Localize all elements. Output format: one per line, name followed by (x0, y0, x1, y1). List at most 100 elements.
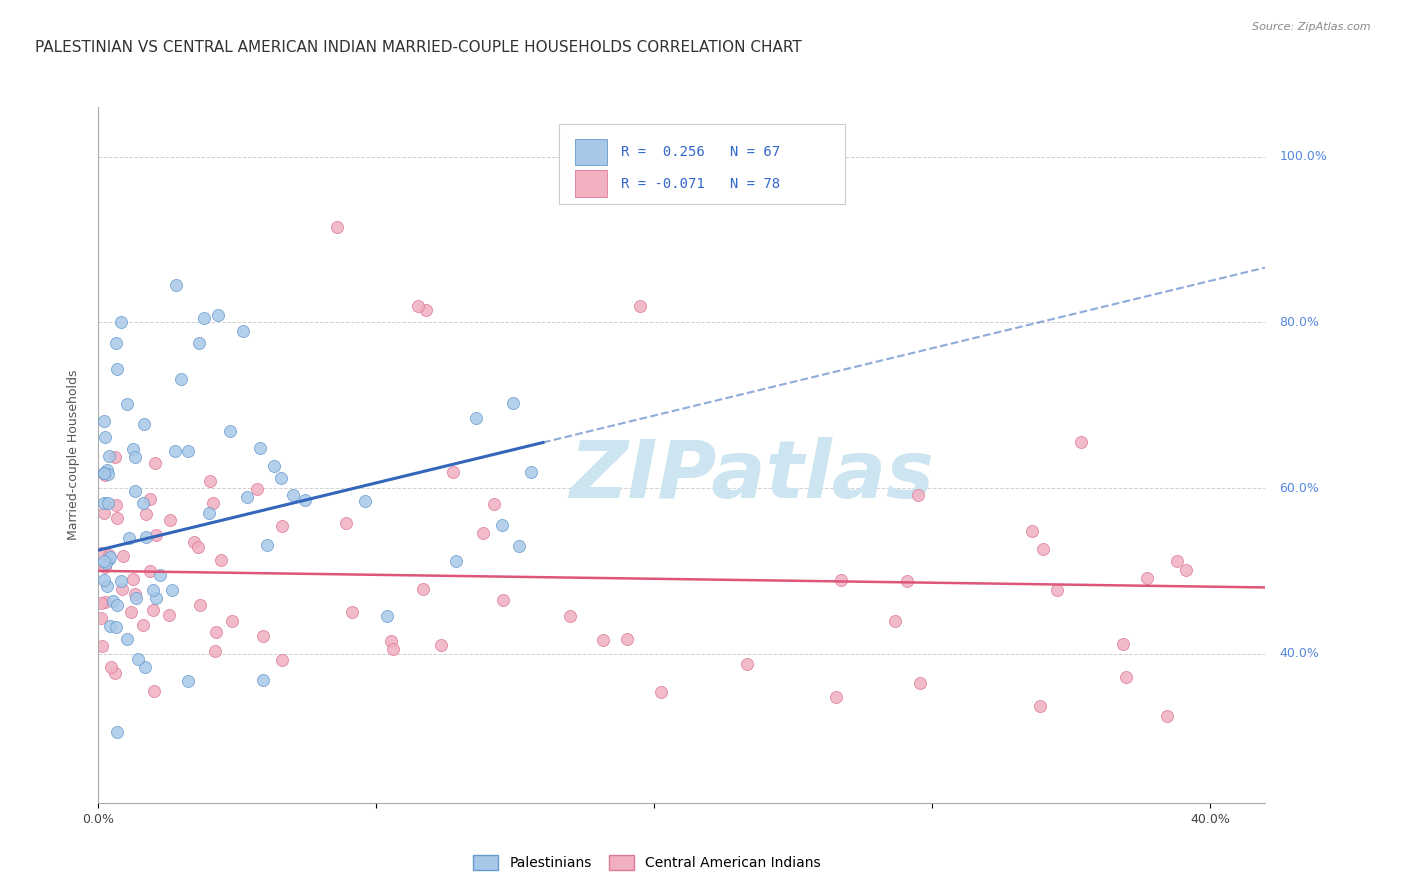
FancyBboxPatch shape (560, 124, 845, 204)
Point (124, 483, 146, 498)
Point (221, 615, 243, 629)
Point (209, 552, 232, 566)
Point (90, 596, 112, 610)
Point (271, 653, 294, 667)
Point (97, 449, 120, 463)
Point (118, 531, 141, 545)
Point (132, 617, 155, 632)
Point (198, 506, 221, 520)
Point (104, 665, 127, 680)
Point (183, 534, 205, 549)
Point (1174, 563, 1197, 577)
Point (135, 507, 157, 521)
Point (204, 644, 226, 658)
Point (907, 487, 929, 501)
Point (252, 673, 274, 687)
Point (159, 513, 181, 527)
Point (97, 467, 120, 482)
Point (252, 629, 274, 643)
Point (93, 466, 115, 480)
Point (105, 362, 128, 376)
Point (94, 560, 117, 574)
Point (910, 676, 932, 690)
Text: R =  0.256   N = 67: R = 0.256 N = 67 (621, 145, 780, 160)
Point (145, 591, 167, 605)
Point (502, 396, 524, 410)
Y-axis label: Married-couple Households: Married-couple Households (67, 369, 80, 541)
Point (124, 450, 146, 464)
Point (207, 308, 229, 322)
Point (354, 493, 377, 508)
Point (444, 554, 467, 568)
Point (90, 611, 112, 625)
Text: 40.0%: 40.0% (1279, 648, 1319, 660)
Point (205, 624, 228, 639)
Point (491, 518, 513, 533)
Point (94, 595, 117, 609)
Point (97, 496, 120, 510)
Point (143, 683, 166, 698)
Point (441, 466, 464, 480)
Point (120, 606, 142, 620)
Point (884, 614, 907, 628)
Point (1166, 554, 1188, 568)
Text: PALESTINIAN VS CENTRAL AMERICAN INDIAN MARRIED-COUPLE HOUSEHOLDS CORRELATION CHA: PALESTINIAN VS CENTRAL AMERICAN INDIAN M… (35, 40, 801, 55)
Point (1070, 434, 1092, 449)
Point (135, 530, 157, 544)
Point (406, 299, 429, 313)
Point (236, 490, 259, 504)
Text: 60.0%: 60.0% (1279, 482, 1319, 494)
Point (592, 633, 614, 648)
Point (628, 299, 651, 313)
Point (105, 511, 128, 525)
Point (558, 609, 581, 624)
Point (263, 459, 285, 474)
Point (105, 725, 128, 739)
Point (415, 303, 437, 318)
Point (104, 335, 127, 350)
Point (188, 335, 211, 350)
Text: Source: ZipAtlas.com: Source: ZipAtlas.com (1253, 22, 1371, 32)
Point (484, 497, 506, 511)
Point (1136, 571, 1159, 585)
Point (193, 311, 215, 326)
Point (825, 690, 848, 704)
Point (149, 568, 172, 582)
Text: 100.0%: 100.0% (1279, 150, 1327, 163)
Point (117, 397, 139, 411)
Text: 80.0%: 80.0% (1279, 316, 1319, 329)
Point (94, 468, 117, 483)
Point (170, 372, 193, 386)
Point (90, 640, 112, 654)
Point (142, 603, 165, 617)
Point (465, 411, 488, 425)
Point (896, 574, 918, 589)
Point (492, 593, 515, 607)
Point (90, 546, 112, 560)
Point (122, 572, 145, 586)
Point (94, 430, 117, 444)
Point (134, 417, 156, 431)
Point (98, 549, 121, 563)
Point (430, 638, 453, 652)
Point (96, 579, 118, 593)
Point (139, 564, 162, 578)
Point (472, 526, 495, 541)
Point (165, 278, 187, 293)
Point (111, 582, 134, 596)
Point (94, 556, 117, 570)
Point (246, 483, 269, 497)
Point (1021, 524, 1043, 539)
Point (335, 516, 357, 530)
Point (124, 587, 146, 601)
Point (1156, 708, 1178, 723)
Point (143, 456, 166, 470)
Point (294, 492, 316, 507)
Point (160, 582, 183, 597)
Point (121, 442, 143, 457)
Point (270, 471, 292, 485)
Point (96, 463, 118, 477)
FancyBboxPatch shape (575, 139, 607, 166)
Point (145, 528, 167, 542)
Point (93, 554, 115, 568)
